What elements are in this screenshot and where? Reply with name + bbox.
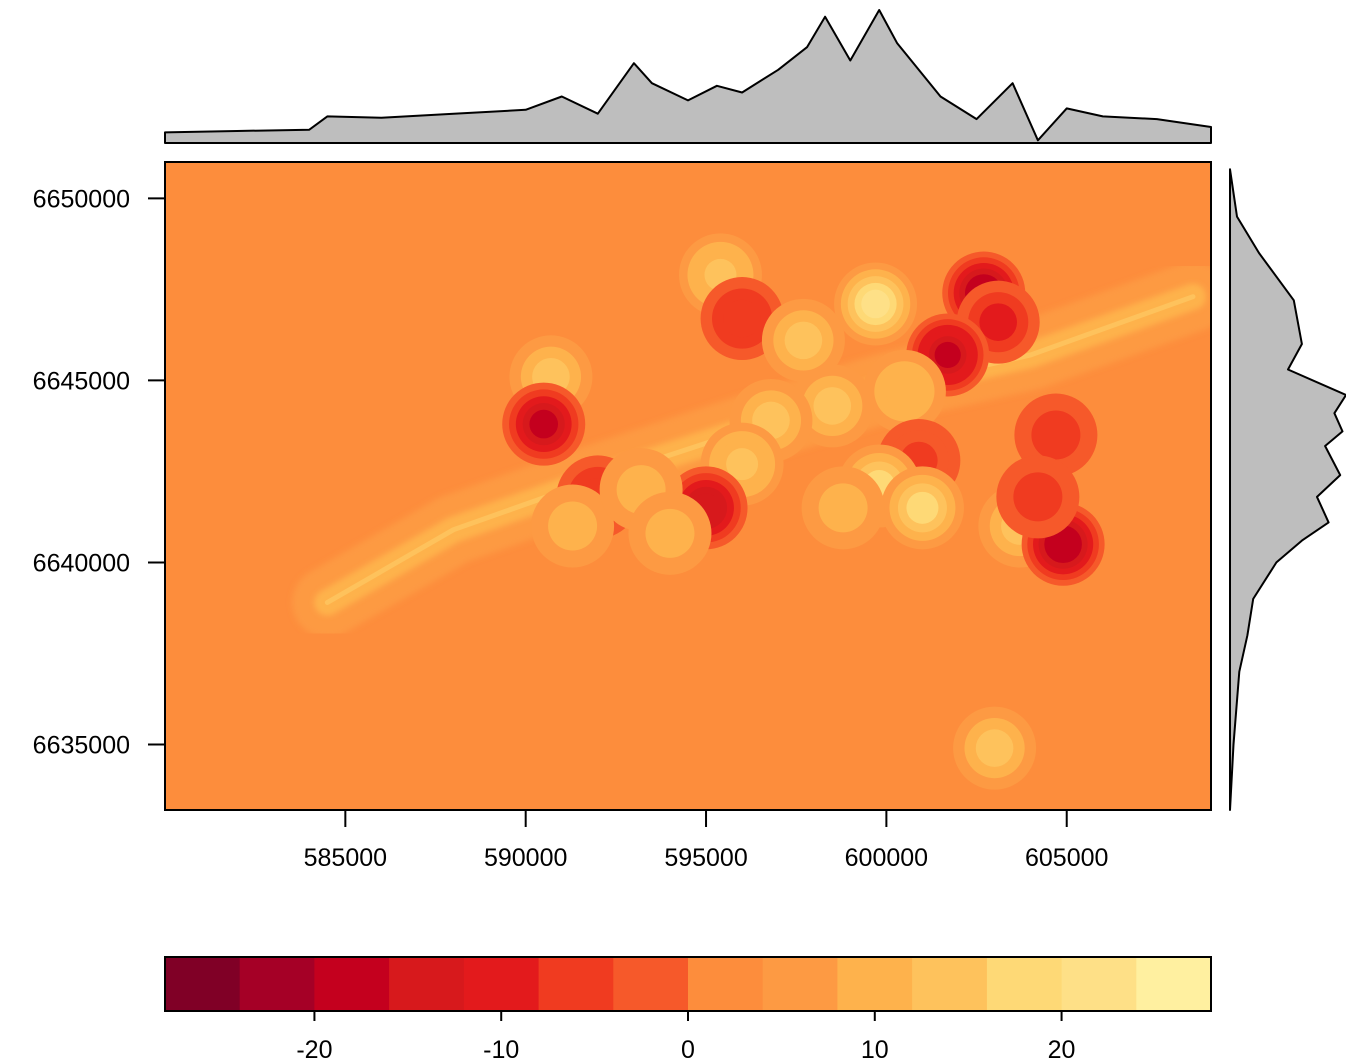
legend-tick-label: 20	[1048, 1036, 1076, 1063]
legend-swatch	[762, 957, 838, 1011]
x-tick-label: 595000	[664, 844, 747, 872]
hotspot	[880, 466, 964, 550]
hotspot-ring	[934, 341, 961, 369]
plot-frame	[164, 161, 1212, 811]
legend-swatch	[912, 957, 988, 1011]
color-legend: -20 -10 0 10 20	[164, 956, 1212, 1063]
hotspot	[761, 298, 845, 382]
x-tick-label: 585000	[304, 844, 387, 872]
right-density-curve	[1229, 168, 1346, 811]
legend-swatch	[688, 957, 764, 1011]
right-marginal-density	[1229, 168, 1346, 811]
hotspot	[996, 455, 1080, 539]
legend-swatch	[1061, 957, 1137, 1011]
legend-swatch	[389, 957, 465, 1011]
legend-swatch	[538, 957, 614, 1011]
legend-swatch	[613, 957, 689, 1011]
y-tick-label: 6635000	[33, 731, 130, 759]
hotspot	[834, 262, 918, 346]
hotspot	[801, 466, 885, 550]
hotspot-ring	[1031, 410, 1081, 460]
hotspot	[862, 349, 946, 433]
hotspot-ring	[645, 508, 695, 558]
hotspot-ring	[885, 372, 924, 411]
hotspot-layer	[502, 233, 1105, 790]
y-tick-label: 6640000	[33, 549, 130, 577]
legend-tick-label: -10	[483, 1036, 519, 1063]
y-tick-label: 6650000	[33, 185, 130, 213]
hotspot	[953, 706, 1037, 790]
y-axis: 6635000 6640000 6645000 6650000	[33, 185, 165, 759]
legend-swatch	[314, 957, 390, 1011]
hotspot	[531, 484, 615, 568]
hotspot-ring	[1013, 472, 1063, 522]
hotspot-ring	[979, 303, 1017, 341]
raster-plot-area	[164, 161, 1212, 811]
legend-tick-label: 10	[861, 1036, 889, 1063]
legend-swatch	[837, 957, 913, 1011]
legend-swatch	[463, 957, 540, 1011]
hotspot-ring	[813, 387, 852, 425]
hotspot-ring	[861, 289, 890, 319]
hotspot-ring	[723, 299, 761, 338]
legend-swatch	[1136, 957, 1212, 1011]
y-tick-label: 6645000	[33, 367, 130, 395]
hotspot-ring	[548, 501, 598, 551]
hotspot-ring	[975, 729, 1014, 767]
x-tick-label: 605000	[1025, 844, 1108, 872]
legend-swatch	[165, 957, 241, 1011]
hotspot-ring	[784, 321, 823, 360]
hotspot-ring	[906, 491, 939, 524]
top-density-curve	[164, 9, 1212, 144]
hotspot-ring	[726, 448, 759, 481]
hotspot-ring	[818, 483, 868, 533]
legend-swatch	[239, 957, 315, 1011]
x-axis: 585000 590000 595000 600000 605000	[304, 810, 1108, 872]
hotspot-ring	[1050, 531, 1077, 558]
legend-swatch	[986, 957, 1063, 1011]
x-tick-label: 600000	[845, 844, 928, 872]
top-marginal-density	[164, 9, 1212, 144]
hotspot	[502, 382, 586, 466]
hotspot-ring	[529, 409, 559, 439]
x-tick-label: 590000	[484, 844, 567, 872]
hotspot	[628, 491, 712, 575]
legend-tick-label: 0	[681, 1036, 695, 1063]
legend-tick-label: -20	[296, 1036, 332, 1063]
